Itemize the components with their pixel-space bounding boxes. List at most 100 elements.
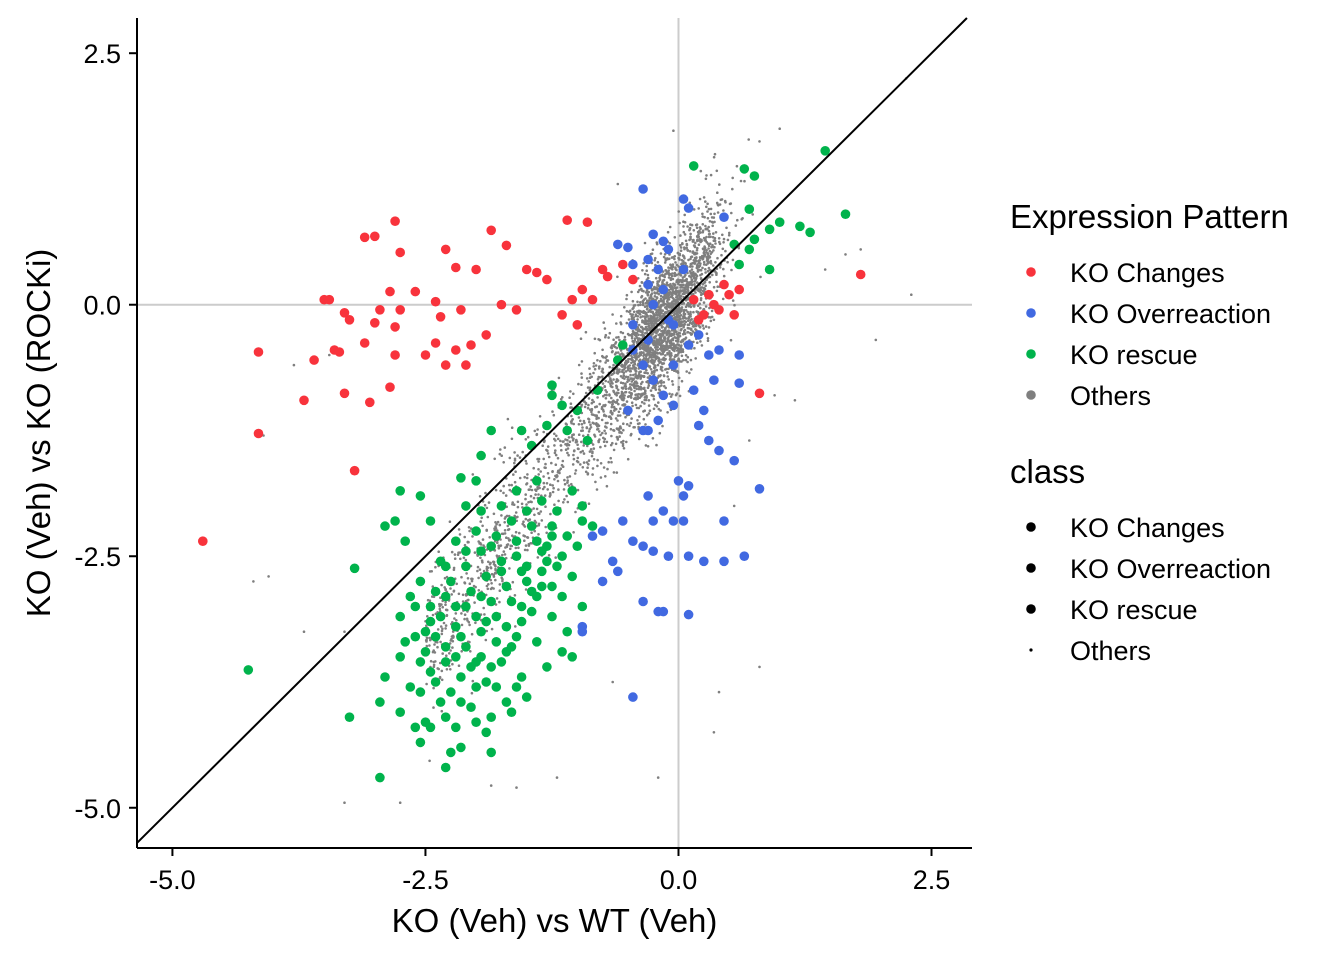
others-point: [680, 280, 683, 284]
others-point: [659, 274, 662, 277]
others-point: [508, 567, 511, 570]
others-point: [434, 565, 437, 569]
others-point: [557, 488, 560, 491]
others-point: [506, 417, 510, 421]
data-point: [516, 672, 527, 682]
others-point: [556, 456, 560, 460]
others-point: [621, 403, 624, 407]
others-point: [701, 266, 704, 270]
others-point: [566, 479, 569, 482]
y-tick-label: 0.0: [83, 291, 121, 321]
others-point: [448, 652, 451, 655]
others-point: [726, 238, 730, 242]
others-point: [661, 424, 664, 428]
others-point: [430, 570, 434, 573]
others-point: [674, 354, 678, 358]
others-point: [621, 442, 625, 446]
others-point: [536, 428, 539, 431]
others-point: [598, 430, 601, 433]
others-point: [675, 349, 679, 352]
others-point: [495, 522, 498, 526]
others-point: [698, 197, 702, 201]
others-point: [686, 355, 690, 359]
others-point: [524, 544, 528, 547]
others-point: [686, 289, 690, 293]
others-point: [588, 388, 592, 392]
data-point: [430, 338, 441, 348]
data-point: [516, 566, 527, 577]
others-point: [650, 289, 654, 292]
others-point: [694, 272, 697, 276]
data-point: [552, 561, 562, 572]
others-point: [670, 266, 673, 270]
others-point: [696, 230, 700, 234]
x-tick-label: -2.5: [402, 865, 449, 895]
data-point: [410, 286, 421, 297]
others-point: [654, 330, 657, 333]
others-point: [691, 280, 694, 283]
data-point: [744, 244, 755, 255]
others-point: [677, 388, 680, 391]
others-point: [679, 244, 682, 247]
others-point: [654, 388, 658, 391]
others-point: [601, 375, 604, 379]
others-point: [480, 559, 484, 562]
others-point: [611, 411, 614, 415]
others-point: [615, 336, 618, 339]
others-point: [672, 255, 675, 259]
others-point: [635, 358, 638, 361]
others-point: [510, 437, 514, 441]
data-point: [496, 501, 507, 511]
others-point: [500, 454, 504, 458]
others-point: [640, 310, 643, 314]
others-point: [626, 378, 630, 381]
others-point: [500, 532, 504, 536]
data-point: [724, 289, 734, 300]
data-point: [526, 440, 537, 451]
others-point: [709, 235, 712, 239]
others-point: [643, 386, 646, 390]
data-point: [375, 305, 385, 315]
others-point: [471, 577, 474, 581]
others-point: [571, 433, 574, 437]
data-point: [749, 171, 760, 181]
others-point: [579, 419, 582, 423]
data-point: [764, 224, 775, 235]
others-point: [644, 389, 647, 392]
legend-key: [1026, 267, 1036, 277]
others-point: [495, 597, 499, 600]
data-point: [400, 637, 411, 647]
data-point: [456, 742, 466, 753]
others-point: [663, 384, 666, 388]
others-point: [646, 307, 649, 310]
others-point: [604, 361, 607, 364]
others-point: [643, 322, 647, 326]
others-point: [689, 232, 692, 236]
others-point: [616, 351, 620, 354]
others-point: [619, 349, 623, 352]
others-point: [675, 300, 678, 304]
others-point: [673, 312, 677, 316]
others-point: [638, 415, 641, 418]
data-point: [420, 350, 431, 360]
others-point: [693, 252, 696, 256]
others-point: [730, 211, 733, 215]
data-point: [415, 491, 426, 501]
others-point: [525, 476, 529, 480]
others-point: [630, 335, 634, 338]
others-point: [622, 439, 625, 443]
others-point: [712, 155, 716, 159]
legend-key: [1026, 604, 1036, 614]
data-point: [618, 340, 628, 350]
others-point: [612, 338, 615, 342]
data-point: [415, 737, 426, 748]
others-point: [681, 339, 685, 343]
others-point: [718, 183, 721, 186]
others-point: [693, 282, 696, 286]
others-point: [711, 235, 715, 239]
others-point: [615, 471, 619, 474]
others-point: [597, 440, 600, 444]
data-point: [562, 425, 572, 436]
others-point: [612, 378, 615, 381]
others-point: [633, 366, 636, 369]
